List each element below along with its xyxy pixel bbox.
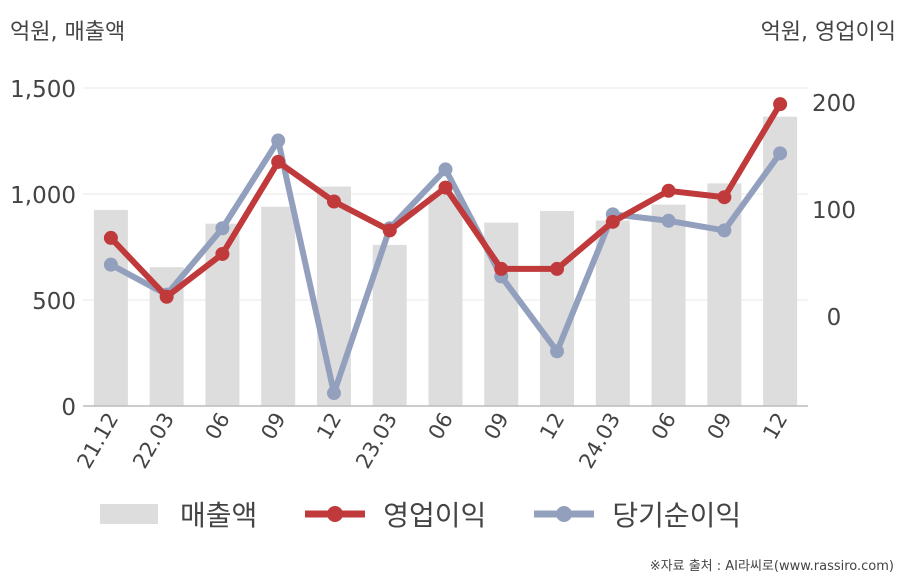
right-tick-label: 100 — [812, 198, 856, 224]
legend: 매출액 영업이익 당기순이익 — [100, 492, 787, 536]
legend-item-net-income: 당기순이익 — [532, 494, 741, 534]
bar-revenue — [651, 204, 686, 406]
point-operating-profit — [271, 154, 286, 169]
x-tick-label: 23.03 — [351, 409, 402, 473]
x-tick-label: 09 — [703, 409, 737, 444]
legend-swatch-operating-profit — [305, 506, 366, 522]
point-net-income — [717, 223, 732, 238]
point-operating-profit — [438, 180, 453, 195]
x-tick-label: 06 — [424, 409, 458, 444]
legend-swatch-net-income — [534, 506, 595, 522]
point-net-income — [215, 221, 230, 236]
legend-item-revenue: 매출액 — [100, 494, 257, 534]
point-operating-profit — [326, 194, 341, 209]
legend-label-net-income: 당기순이익 — [612, 499, 742, 532]
left-tick-label: 1,000 — [10, 183, 76, 209]
x-tick-label: 12 — [535, 409, 569, 444]
point-operating-profit — [717, 190, 732, 205]
point-operating-profit — [605, 214, 620, 229]
bar-revenue — [372, 244, 407, 406]
point-operating-profit — [494, 261, 509, 276]
point-operating-profit — [661, 183, 676, 198]
point-operating-profit — [773, 97, 788, 112]
legend-swatch-revenue — [100, 504, 158, 524]
x-tick-label: 12 — [758, 409, 792, 444]
point-net-income — [773, 146, 788, 161]
left-tick-label: 500 — [32, 289, 76, 315]
point-operating-profit — [215, 246, 230, 261]
bar-revenue — [595, 220, 630, 406]
x-tick-label: 06 — [201, 409, 235, 444]
point-net-income — [550, 344, 565, 359]
point-net-income — [438, 162, 453, 177]
right-tick-label: 0 — [827, 305, 842, 331]
left-tick-label: 1,500 — [10, 77, 76, 103]
x-tick-label: 24.03 — [574, 409, 625, 473]
right-axis-unit-label: 억원, 영업이익 — [760, 20, 896, 45]
x-tick-label: 09 — [479, 409, 513, 444]
x-tick-label: 09 — [256, 409, 290, 444]
x-tick-label: 22.03 — [128, 409, 179, 473]
legend-item-operating-profit: 영업이익 — [303, 494, 486, 534]
bar-revenue — [540, 210, 575, 406]
right-tick-label: 200 — [812, 91, 856, 117]
point-operating-profit — [159, 289, 174, 304]
source-note: ※자료 출처 : AI라씨로(www.rassiro.com) — [649, 559, 894, 574]
point-net-income — [326, 386, 341, 401]
x-tick-label: 12 — [312, 409, 346, 444]
bar-revenue — [261, 206, 296, 406]
point-operating-profit — [103, 230, 118, 245]
point-operating-profit — [550, 261, 565, 276]
legend-label-operating-profit: 영업이익 — [383, 499, 487, 532]
bar-revenue — [707, 183, 742, 406]
point-net-income — [103, 257, 118, 272]
x-tick-label: 06 — [647, 409, 681, 444]
point-operating-profit — [382, 223, 397, 238]
left-axis-unit-label: 억원, 매출액 — [10, 20, 126, 45]
legend-label-revenue: 매출액 — [180, 499, 258, 532]
x-tick-label: 21.12 — [72, 409, 123, 473]
left-tick-label: 0 — [61, 395, 76, 421]
point-net-income — [661, 213, 676, 228]
bar-revenue — [428, 194, 463, 406]
point-net-income — [271, 133, 286, 148]
bar-revenue — [316, 186, 351, 406]
